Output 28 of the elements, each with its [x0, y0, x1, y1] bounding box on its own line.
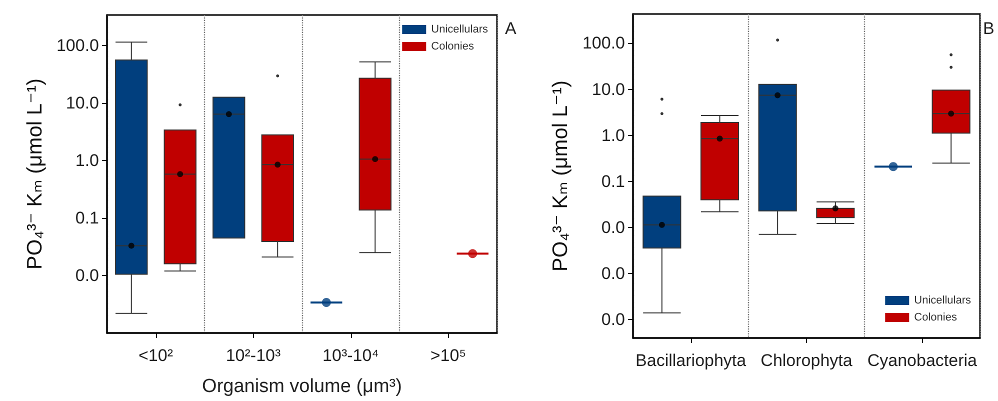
legend-label: Colonies — [914, 312, 958, 324]
x-tick-label: 10²-10³ — [226, 346, 281, 365]
x-axis-title: Organism volume (μm³) — [202, 376, 402, 397]
x-tick-label: Bacillariophyta — [636, 351, 747, 370]
text: B — [983, 19, 994, 38]
x-tick-label: Chlorophyta — [760, 351, 853, 370]
y-axis-title: PO₄³⁻ Kₘ (μmol L⁻¹) — [549, 80, 572, 272]
y-tick-label: 0.0 — [75, 266, 99, 286]
y-tick-label: 0.1 — [75, 208, 99, 228]
y-tick-label: 100.0 — [56, 36, 99, 56]
y-tick-label: 1.0 — [75, 151, 99, 170]
legend-label: Colonies — [431, 40, 474, 52]
x-tick-label: 10³-10⁴ — [322, 346, 379, 365]
legend-label: Unicellulars — [431, 24, 488, 36]
y-tick-label: 10.0 — [66, 94, 99, 113]
y-tick-label: 0.0 — [601, 218, 625, 238]
y-tick-label: 0.0 — [601, 264, 625, 284]
y-tick-label: 10.0 — [592, 80, 625, 99]
text: A — [505, 19, 517, 38]
x-tick-label: Cyanobacteria — [867, 351, 978, 370]
y-tick-label: 0.1 — [601, 172, 625, 191]
legend-label: Unicellulars — [914, 294, 972, 306]
y-tick-label: 1.0 — [601, 126, 625, 145]
y-axis-title: PO₄³⁻ Kₘ (μmol L⁻¹) — [24, 78, 47, 270]
x-tick-label: >10⁵ — [430, 346, 466, 365]
x-tick-label: <10² — [138, 346, 174, 365]
y-tick-label: 0.0 — [601, 310, 625, 330]
y-tick-label: 100.0 — [582, 34, 625, 53]
